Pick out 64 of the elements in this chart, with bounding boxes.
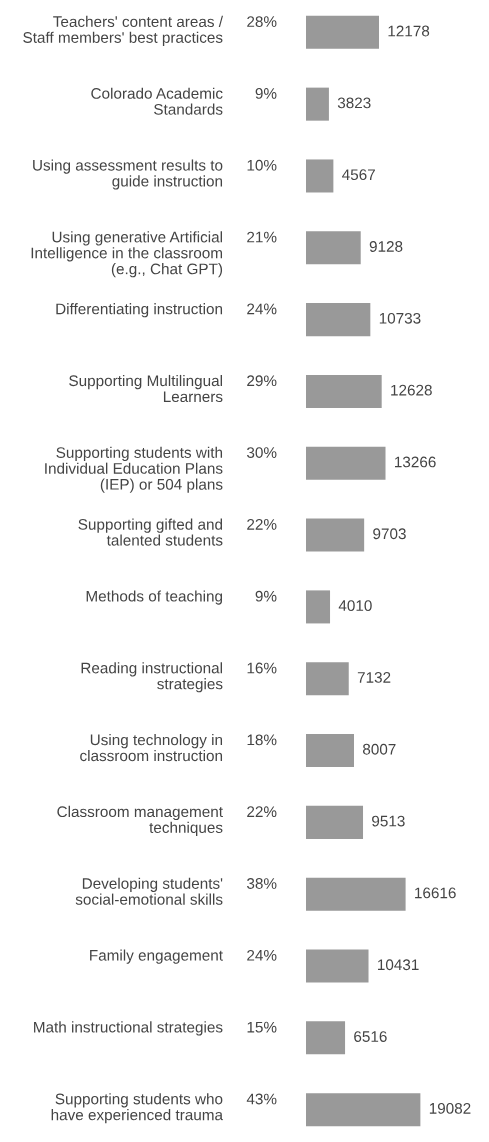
text: 15% bbox=[247, 1021, 277, 1033]
y-tick-label: Using generative Artificial Intelligence in the classroom (e.g., Chat GPT) bbox=[31, 231, 223, 278]
data-label: 16616 bbox=[415, 887, 456, 899]
data-label: 7132 bbox=[357, 672, 391, 683]
y-tick-label: Using technology in classroom instruction bbox=[80, 734, 223, 762]
y-tick-label: Teachers' content areas / Staff members' best practices bbox=[23, 15, 224, 46]
bar bbox=[306, 374, 382, 408]
y-tick-label: Using assessment results to guide instruction bbox=[33, 159, 223, 190]
data-label: 10431 bbox=[378, 959, 419, 971]
bar bbox=[306, 518, 365, 552]
data-label: 6516 bbox=[354, 1031, 387, 1042]
y-tick-label: Colorado Academic Standards bbox=[91, 87, 223, 115]
y-tick-label: Classroom management techniques bbox=[57, 805, 223, 837]
text: 9% bbox=[255, 88, 277, 99]
data-label: 12178 bbox=[388, 25, 430, 37]
y-tick-label: Reading instructional strategies bbox=[81, 662, 223, 693]
bar bbox=[306, 805, 364, 839]
data-label: 4567 bbox=[342, 169, 375, 181]
bar bbox=[306, 159, 334, 193]
text: 30% bbox=[247, 447, 277, 458]
text: 29% bbox=[247, 375, 277, 387]
bar bbox=[306, 734, 354, 768]
data-label: 9513 bbox=[372, 815, 405, 827]
y-tick-label: Supporting students who have experienced trauma bbox=[51, 1093, 224, 1124]
text: 24% bbox=[247, 303, 277, 315]
data-label: 3823 bbox=[337, 97, 371, 109]
data-label: 12628 bbox=[391, 384, 432, 396]
data-label: 19082 bbox=[429, 1102, 471, 1114]
data-label: 13266 bbox=[395, 456, 436, 468]
text: 24% bbox=[247, 949, 277, 961]
bar bbox=[306, 87, 329, 121]
text: 28% bbox=[247, 16, 277, 28]
y-tick-label: Family engagement bbox=[90, 949, 223, 964]
y-tick-label: Math instructional strategies bbox=[34, 1021, 223, 1036]
y-tick-label: Developing students' social-emotional skills bbox=[75, 877, 223, 905]
text: 9% bbox=[255, 590, 277, 602]
bar bbox=[306, 1021, 346, 1055]
data-label: 10733 bbox=[379, 312, 421, 324]
text: 21% bbox=[247, 231, 277, 243]
y-tick-label: Supporting gifted and talented students bbox=[78, 518, 223, 546]
bar bbox=[306, 590, 331, 624]
bar bbox=[306, 949, 369, 983]
text: 22% bbox=[247, 806, 277, 818]
data-label: 9128 bbox=[369, 241, 403, 252]
bar bbox=[306, 662, 349, 696]
y-tick-label: Differentiating instruction bbox=[56, 303, 223, 318]
data-label: 4010 bbox=[338, 600, 372, 612]
text: 18% bbox=[247, 734, 277, 746]
text: 38% bbox=[247, 878, 277, 889]
text: 10% bbox=[247, 159, 277, 171]
y-tick-label: Supporting Multilingual Learners bbox=[69, 374, 223, 403]
bar bbox=[306, 15, 379, 49]
text: 22% bbox=[247, 518, 277, 530]
y-tick-label: Methods of teaching bbox=[86, 590, 223, 605]
bar bbox=[306, 877, 406, 911]
bar bbox=[306, 446, 386, 480]
text: 16% bbox=[247, 662, 277, 674]
data-label: 9703 bbox=[373, 528, 406, 540]
text: 43% bbox=[246, 1093, 277, 1105]
bar bbox=[306, 1093, 421, 1127]
y-tick-label: Supporting students with Individual Education Plans (IEP) or 504 plans bbox=[45, 446, 223, 493]
data-label: 8007 bbox=[362, 743, 396, 755]
bar bbox=[306, 303, 371, 337]
bar bbox=[306, 231, 361, 265]
